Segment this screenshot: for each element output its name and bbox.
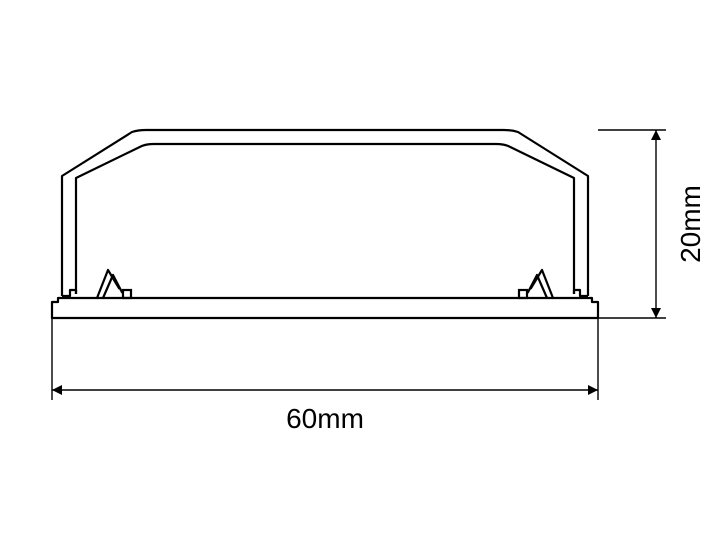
dim-height-label: 20mm: [675, 185, 706, 263]
cover-foot-right: [574, 290, 588, 296]
cover-foot-left: [62, 290, 76, 296]
dim-arrow: [588, 385, 598, 395]
dim-arrow: [651, 130, 661, 140]
base-plate-outline: [52, 298, 598, 318]
cover-outer: [62, 130, 588, 296]
dim-arrow: [651, 308, 661, 318]
dim-width-label: 60mm: [286, 403, 364, 434]
stop-left: [123, 290, 131, 298]
dim-arrow: [52, 385, 62, 395]
cover-inner: [76, 144, 574, 294]
stop-right: [519, 290, 527, 298]
